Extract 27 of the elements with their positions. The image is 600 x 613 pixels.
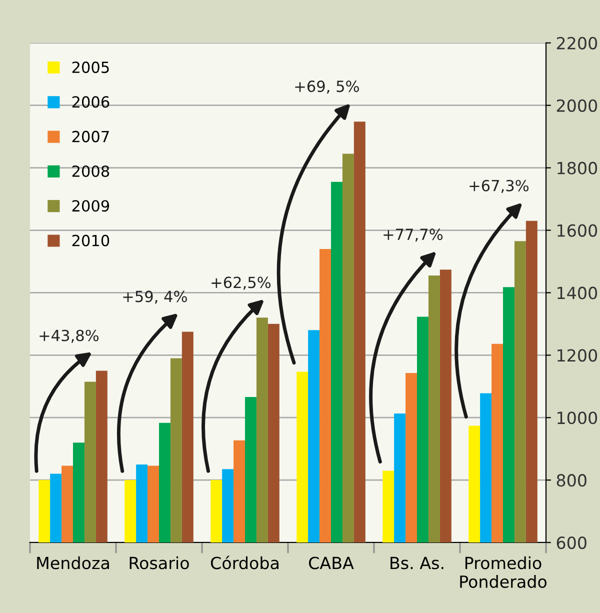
y-tick-label: 600 [556,536,586,550]
annotation: +62,5% [212,276,271,290]
y-tick-label: 1800 [558,162,598,174]
legend-label: 2008 [72,165,110,178]
annotation: +69, 5% [295,80,359,94]
y-tick-label: 1200 [558,349,598,362]
x-tick-label: Córdoba [210,556,278,570]
annotation: +43,8% [40,330,99,343]
y-tick-label: 1000 [558,412,598,424]
y-tick-label: 1600 [558,224,598,237]
annotation: +59, 4% [123,290,187,304]
y-tick-label: 2200 [556,36,598,50]
legend-label: 2005 [72,62,109,74]
x-tick-label: Mendoza [37,556,109,570]
y-tick-label: 800 [556,474,586,487]
legend-label: 2007 [72,130,109,142]
x-tick-label: CABA [308,556,354,570]
annotation: +67,3% [470,180,529,193]
x-tick-label: Promedio Ponderado [460,556,547,588]
y-tick-label: 1400 [558,286,598,300]
legend-label: 2009 [72,200,110,212]
x-tick-label: Rosario [130,556,189,570]
x-tick-label: Bs. As. [390,556,444,570]
legend-label: 2010 [72,234,110,246]
y-tick-label: 2000 [556,99,598,112]
annotation: +77,7% [384,228,443,242]
legend-label: 2006 [72,96,110,108]
